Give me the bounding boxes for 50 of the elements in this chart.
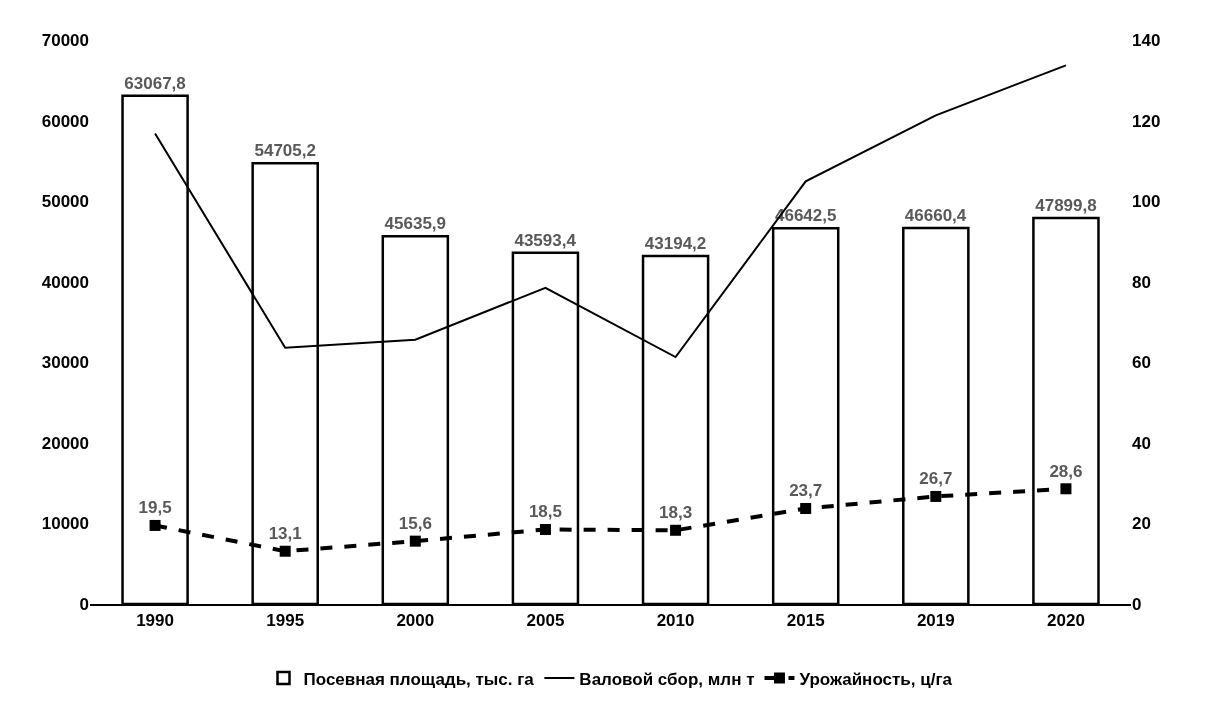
data-label: 63067,8 <box>124 73 186 93</box>
point <box>1060 483 1072 495</box>
x-tick-label: 2015 <box>786 611 825 631</box>
data-label: 54705,2 <box>254 141 316 161</box>
y2-tick-label: 120 <box>1132 111 1161 131</box>
point <box>279 545 291 557</box>
y-tick-label: 20000 <box>41 433 89 453</box>
legend-label: Посевная площадь, тыс. га <box>303 669 535 689</box>
data-label: 46660,4 <box>904 206 967 226</box>
data-label: 13,1 <box>268 524 302 544</box>
legend-label: Урожайность, ц/га <box>799 669 953 689</box>
data-label: 47899,8 <box>1035 196 1097 216</box>
point <box>670 524 682 536</box>
y2-tick-label: 140 <box>1132 30 1161 50</box>
x-tick-label: 2000 <box>396 611 435 631</box>
y-tick-label: 30000 <box>41 353 89 373</box>
x-tick-label: 2005 <box>526 611 565 631</box>
y-tick-label: 10000 <box>41 514 89 534</box>
data-label: 43194,2 <box>644 233 707 253</box>
data-label: 18,3 <box>659 503 693 523</box>
y2-tick-label: 60 <box>1132 353 1151 373</box>
y2-tick-label: 0 <box>1132 594 1142 614</box>
data-label: 18,5 <box>528 502 562 522</box>
data-label: 23,7 <box>789 481 823 501</box>
x-tick-label: 2019 <box>916 611 955 631</box>
x-tick-label: 2020 <box>1047 611 1085 631</box>
point <box>800 503 812 515</box>
data-label: 28,6 <box>1049 461 1083 481</box>
data-label: 19,5 <box>138 498 172 518</box>
point <box>930 490 942 502</box>
x-tick-label: 2010 <box>656 611 695 631</box>
y-tick-label: 70000 <box>41 30 89 50</box>
y2-tick-label: 100 <box>1132 192 1161 212</box>
y-tick-label: 60000 <box>41 111 89 131</box>
point <box>539 523 551 535</box>
legend-label: Валовой сбор, млн т <box>579 669 755 689</box>
point <box>149 519 161 531</box>
y-tick-label: 40000 <box>41 272 89 292</box>
x-tick-label: 1990 <box>136 611 174 631</box>
y2-tick-label: 40 <box>1132 433 1151 453</box>
data-label: 15,6 <box>398 514 432 534</box>
data-label: 26,7 <box>919 469 953 489</box>
y-tick-label: 0 <box>79 594 89 614</box>
x-tick-label: 1995 <box>266 611 305 631</box>
y2-tick-label: 20 <box>1132 514 1151 534</box>
y-tick-label: 50000 <box>41 192 89 212</box>
data-label: 45635,9 <box>384 214 447 234</box>
y2-tick-label: 80 <box>1132 272 1151 292</box>
point <box>409 535 421 547</box>
data-label: 43593,4 <box>514 230 577 250</box>
